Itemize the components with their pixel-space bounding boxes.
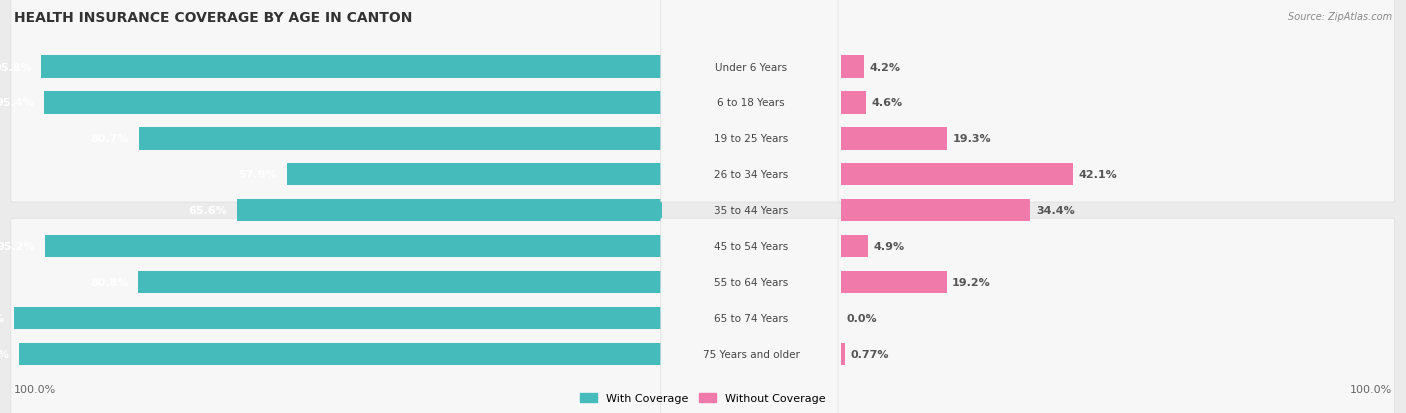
Bar (841, 128, 948, 150)
Text: 4.2%: 4.2% (869, 62, 900, 72)
Bar (44, 92, 662, 114)
Text: 100.0%: 100.0% (1350, 384, 1392, 394)
Text: 65 to 74 Years: 65 to 74 Years (714, 313, 789, 323)
Bar (841, 235, 868, 258)
Bar (41, 56, 662, 78)
Text: 55 to 64 Years: 55 to 64 Years (714, 277, 789, 287)
Text: 95.2%: 95.2% (0, 242, 35, 252)
Text: 4.6%: 4.6% (872, 98, 903, 108)
Text: HEALTH INSURANCE COVERAGE BY AGE IN CANTON: HEALTH INSURANCE COVERAGE BY AGE IN CANT… (14, 11, 412, 25)
Bar (841, 164, 1073, 186)
Text: 0.77%: 0.77% (851, 349, 889, 359)
Text: 19 to 25 Years: 19 to 25 Years (714, 134, 789, 144)
Text: 80.7%: 80.7% (91, 134, 129, 144)
Bar (138, 271, 662, 293)
Bar (841, 56, 863, 78)
Bar (841, 92, 866, 114)
Bar (841, 343, 845, 365)
Text: 99.2%: 99.2% (0, 349, 10, 359)
Text: 65.6%: 65.6% (188, 206, 228, 216)
FancyBboxPatch shape (11, 0, 665, 203)
Text: Source: ZipAtlas.com: Source: ZipAtlas.com (1288, 12, 1392, 22)
Text: 57.9%: 57.9% (239, 170, 277, 180)
Text: 45 to 54 Years: 45 to 54 Years (714, 242, 789, 252)
FancyBboxPatch shape (838, 0, 1395, 203)
Bar (236, 199, 662, 222)
Bar (45, 235, 662, 258)
Bar (139, 128, 662, 150)
FancyBboxPatch shape (838, 219, 1395, 413)
Text: 26 to 34 Years: 26 to 34 Years (714, 170, 789, 180)
Text: 19.2%: 19.2% (952, 277, 991, 287)
Text: 0.0%: 0.0% (846, 313, 877, 323)
FancyBboxPatch shape (11, 219, 665, 413)
Bar (841, 199, 1031, 222)
Text: 100.0%: 100.0% (0, 313, 4, 323)
FancyBboxPatch shape (661, 219, 842, 413)
Bar (14, 307, 662, 329)
Text: 34.4%: 34.4% (1036, 206, 1074, 216)
Text: 95.4%: 95.4% (0, 98, 34, 108)
Legend: With Coverage, Without Coverage: With Coverage, Without Coverage (576, 388, 830, 408)
Text: 80.8%: 80.8% (90, 277, 129, 287)
Bar (287, 164, 662, 186)
Bar (841, 271, 946, 293)
Text: 6 to 18 Years: 6 to 18 Years (717, 98, 785, 108)
Text: 19.3%: 19.3% (953, 134, 991, 144)
Text: 35 to 44 Years: 35 to 44 Years (714, 206, 789, 216)
Bar (20, 343, 662, 365)
Text: 42.1%: 42.1% (1078, 170, 1118, 180)
Text: 4.9%: 4.9% (873, 242, 904, 252)
Text: 100.0%: 100.0% (14, 384, 56, 394)
Text: 95.8%: 95.8% (0, 62, 31, 72)
Text: Under 6 Years: Under 6 Years (716, 62, 787, 72)
Text: 75 Years and older: 75 Years and older (703, 349, 800, 359)
FancyBboxPatch shape (661, 0, 842, 203)
